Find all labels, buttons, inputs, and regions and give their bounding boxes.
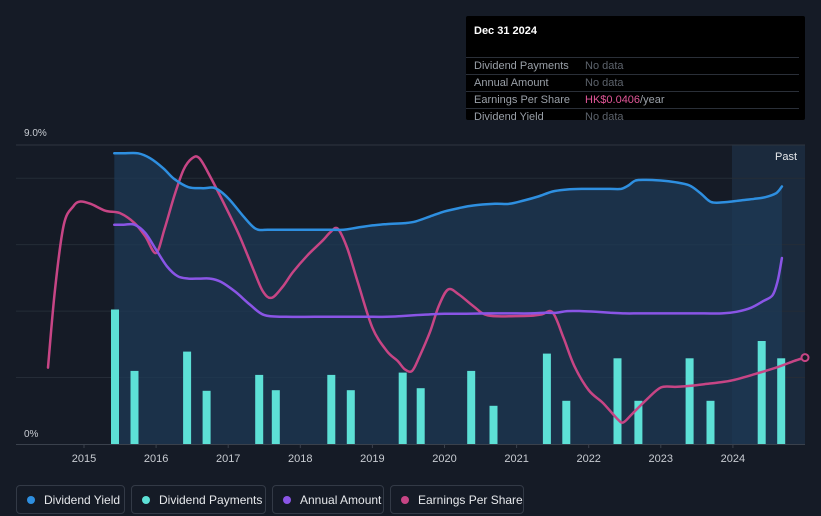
- tooltip-value: HK$0.0406/year: [585, 94, 665, 106]
- tooltip-value: No data: [585, 60, 624, 72]
- x-tick-label: 2019: [360, 453, 384, 465]
- dividend-payment-bar: [202, 390, 211, 444]
- legend-label: Annual Amount: [300, 492, 382, 507]
- x-tick-label: 2020: [432, 453, 456, 465]
- tooltip-eps-value: HK$0.0406: [585, 94, 641, 106]
- x-tick-label: 2017: [216, 453, 240, 465]
- tooltip-row-earnings-per-share: Earnings Per Share HK$0.0406/year: [466, 91, 799, 109]
- x-tick-label: 2016: [144, 453, 168, 465]
- x-tick-label: 2023: [649, 453, 673, 465]
- x-tick-label: 2024: [721, 453, 745, 465]
- tooltip-eps-unit: /year: [640, 94, 665, 106]
- dividend-payment-bar: [467, 370, 476, 444]
- dividend-payment-bar: [271, 390, 280, 444]
- dividend-payment-bar: [757, 341, 766, 444]
- tooltip-label: Dividend Payments: [474, 60, 569, 72]
- dividend-yield-area: [114, 153, 782, 445]
- dividend-payment-bar: [685, 358, 694, 444]
- legend-dividend-yield[interactable]: Dividend Yield: [16, 485, 125, 514]
- past-label: Past: [775, 151, 797, 163]
- dividend-payment-bar: [398, 372, 407, 444]
- dividend-payment-bar: [542, 353, 551, 444]
- dividend-payment-bar: [777, 358, 786, 444]
- tooltip-label: Earnings Per Share: [474, 94, 570, 106]
- legend-dot-icon: [142, 495, 150, 504]
- eps-end-marker: [800, 353, 810, 363]
- tooltip-value: No data: [585, 111, 624, 123]
- tooltip-date: Dec 31 2024: [474, 25, 537, 37]
- dividend-payment-bar: [562, 400, 571, 444]
- dividend-payment-bar: [183, 351, 192, 444]
- x-tick-label: 2015: [72, 453, 96, 465]
- dividend-payment-bar: [416, 388, 425, 444]
- legend-dot-icon: [27, 495, 35, 504]
- x-tick-label: 2018: [288, 453, 312, 465]
- dividend-payment-bar: [327, 374, 336, 444]
- tooltip-label: Dividend Yield: [474, 111, 544, 123]
- tooltip-panel: Dec 31 2024 Dividend Payments No data An…: [466, 16, 805, 123]
- tooltip-label: Annual Amount: [474, 77, 549, 89]
- y-axis-top-label: 9.0%: [24, 128, 47, 139]
- legend-earnings-per-share[interactable]: Earnings Per Share: [390, 485, 524, 514]
- legend-annual-amount[interactable]: Annual Amount: [272, 485, 384, 514]
- legend-label: Dividend Payments: [159, 492, 263, 507]
- legend-dot-icon: [401, 495, 409, 504]
- dividend-payment-bar: [346, 390, 355, 444]
- legend-label: Dividend Yield: [44, 492, 121, 507]
- earnings-per-share-line: [46, 155, 807, 424]
- dividend-payment-bar: [255, 374, 264, 444]
- x-tick-label: 2022: [576, 453, 600, 465]
- legend-label: Earnings Per Share: [418, 492, 523, 507]
- annual-amount-line: [113, 222, 784, 319]
- tooltip-value: No data: [585, 77, 624, 89]
- x-tick-label: 2021: [504, 453, 528, 465]
- dividend-yield-line: [113, 151, 784, 232]
- y-axis-bottom-label: 0%: [24, 429, 39, 440]
- legend-dividend-payments[interactable]: Dividend Payments: [131, 485, 266, 514]
- dividend-payment-bar: [706, 400, 715, 444]
- dividend-payment-bar: [613, 358, 622, 444]
- tooltip-row-dividend-yield: Dividend Yield No data: [466, 108, 799, 126]
- dividend-payment-bar: [111, 309, 119, 444]
- dividend-payment-bar: [634, 400, 643, 444]
- dividend-payment-bar: [489, 405, 498, 444]
- dividend-payment-bar: [130, 370, 139, 444]
- legend-dot-icon: [283, 495, 291, 504]
- tooltip-row-annual-amount: Annual Amount No data: [466, 74, 799, 92]
- tooltip-row-dividend-payments: Dividend Payments No data: [466, 57, 799, 75]
